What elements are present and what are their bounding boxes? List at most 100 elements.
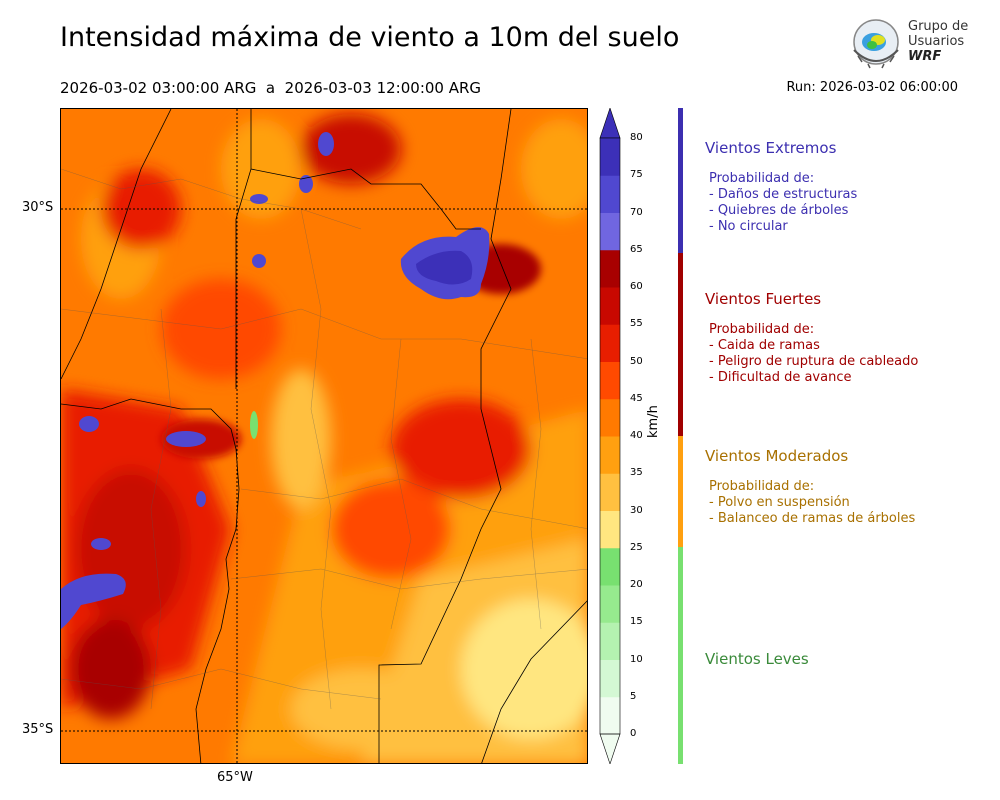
map-title: Intensidad máxima de viento a 10m del su… xyxy=(60,22,680,53)
colorbar-segment xyxy=(600,585,620,623)
extreme-wind-areas xyxy=(61,132,490,629)
category-line: - Quiebres de árboles xyxy=(709,203,849,218)
colorbar-segment xyxy=(600,287,620,325)
run-time: Run: 2026-03-02 06:00:00 xyxy=(786,80,958,95)
wind-field xyxy=(61,109,587,763)
category-name: Vientos Fuertes xyxy=(705,290,822,308)
colorbar-segment xyxy=(600,473,620,511)
logo-line-2: Usuarios xyxy=(908,34,965,49)
category-line: - No circular xyxy=(709,219,788,234)
category-line: - Polvo en suspensión xyxy=(709,495,850,510)
extreme-area-n1 xyxy=(318,132,334,156)
light-wind-patch xyxy=(250,411,258,439)
colorbar-segment xyxy=(600,324,620,362)
field-moderate-ne xyxy=(521,119,587,219)
colorbar-tick-label: 75 xyxy=(630,169,643,181)
country-borders xyxy=(61,109,587,763)
colorbar-tick-label: 20 xyxy=(630,579,643,590)
category-moderados: Vientos Moderados Probabilidad de: - Pol… xyxy=(705,447,915,527)
extreme-area-w3 xyxy=(91,538,111,550)
colorbar-segment xyxy=(600,696,620,735)
grupo-wrf-logo: Grupo de Usuarios WRF xyxy=(848,16,978,74)
extreme-area-w2 xyxy=(196,491,206,507)
logo-line-1: Grupo de xyxy=(908,19,969,34)
category-bar-leves xyxy=(678,547,683,764)
category-bar-moderados xyxy=(678,436,683,547)
field-fresh-center xyxy=(331,479,451,579)
colorbar-segment xyxy=(600,249,620,288)
category-description: Probabilidad de: - Polvo en suspensión -… xyxy=(709,479,915,527)
extreme-area-n4 xyxy=(252,254,266,268)
colorbar-segment xyxy=(600,436,620,474)
lon-label-65w: 65°W xyxy=(217,770,253,785)
category-name: Vientos Extremos xyxy=(705,139,837,157)
category-line: Probabilidad de: xyxy=(709,171,815,186)
category-extremos: Vientos Extremos Probabilidad de: - Daño… xyxy=(705,139,857,235)
extreme-core-ne xyxy=(416,250,473,285)
category-description: Probabilidad de: - Caida de ramas - Peli… xyxy=(709,322,918,386)
category-line: - Peligro de ruptura de cableado xyxy=(709,354,919,369)
extreme-area-sw xyxy=(61,573,126,629)
category-line: Probabilidad de: xyxy=(709,322,815,337)
field-strong-e xyxy=(391,399,531,499)
colorbar-tick-label: 35 xyxy=(630,467,643,479)
wind-map xyxy=(60,108,588,764)
colorbar-tick-label: 30 xyxy=(630,504,643,516)
colorbar-extend-max xyxy=(599,107,621,139)
logo-line-3: WRF xyxy=(908,49,942,64)
date-range: 2026-03-02 03:00:00 ARG a 2026-03-03 12:… xyxy=(60,79,482,97)
graticule xyxy=(61,109,587,763)
colorbar-tick-label: 60 xyxy=(630,281,643,292)
field-very-strong-n xyxy=(301,114,401,184)
colorbar-extend-min xyxy=(599,733,621,765)
colorbar-tick-label: 25 xyxy=(630,541,643,553)
colorbar-segment xyxy=(600,138,620,176)
colorbar-frame xyxy=(599,137,621,735)
colorbar-tick-label: 40 xyxy=(630,430,643,441)
colorbar: 0 5 10 15 20 25 30 35 40 45 50 55 60 65 70 75 80 km/h xyxy=(598,107,668,765)
colorbar-segment xyxy=(600,622,620,660)
colorbar-segment xyxy=(600,175,620,213)
category-line: - Balanceo de ramas de árboles xyxy=(709,511,916,526)
colorbar-tick-label: 5 xyxy=(630,690,637,702)
category-line: Probabilidad de: xyxy=(709,479,815,494)
colorbar-segment xyxy=(600,361,620,400)
category-bar-extremos xyxy=(678,108,683,253)
category-fuertes: Vientos Fuertes Probabilidad de: - Caida… xyxy=(705,290,918,386)
colorbar-tick-label: 55 xyxy=(630,318,643,330)
colorbar-segment xyxy=(600,510,620,549)
colorbar-tick-label: 80 xyxy=(630,132,643,143)
colorbar-unit: km/h xyxy=(646,405,661,438)
field-light-center xyxy=(271,369,331,509)
field-severe-sw xyxy=(71,619,151,719)
colorbar-segment xyxy=(600,398,620,437)
field-moderate-n xyxy=(221,119,301,219)
category-line: - Caida de ramas xyxy=(709,338,820,353)
colorbar-tick-label: 15 xyxy=(630,616,643,628)
colorbar-tick-label: 45 xyxy=(630,392,643,404)
colorbar-tick-label: 65 xyxy=(630,243,643,255)
category-description: Probabilidad de: - Daños de estructuras … xyxy=(709,171,857,235)
colorbar-segment xyxy=(600,212,620,251)
field-very-strong-w xyxy=(76,469,186,629)
colorbar-tick-label: 0 xyxy=(630,728,637,739)
category-name: Vientos Moderados xyxy=(705,447,849,465)
category-line: - Daños de estructuras xyxy=(709,187,858,202)
lat-label-35s: 35°S xyxy=(22,722,54,737)
colorbar-tick-label: 10 xyxy=(630,653,643,665)
colorbar-tick-label: 70 xyxy=(630,206,643,218)
field-light-s xyxy=(291,669,431,749)
colorbar-tick-label: 50 xyxy=(630,355,643,367)
department-borders xyxy=(61,168,587,710)
extreme-area-n2 xyxy=(299,175,313,193)
category-leves: Vientos Leves xyxy=(705,650,809,668)
category-line: - Dificultad de avance xyxy=(709,370,852,385)
colorbar-segment xyxy=(600,547,620,586)
colorbar-scale xyxy=(599,107,621,765)
globe-icon xyxy=(853,19,899,69)
extreme-area-n3 xyxy=(250,194,268,204)
category-bar-fuertes xyxy=(678,253,683,436)
extreme-area-w1 xyxy=(79,416,99,432)
extreme-area-c xyxy=(166,431,206,447)
lat-label-30s: 30°S xyxy=(22,200,54,215)
